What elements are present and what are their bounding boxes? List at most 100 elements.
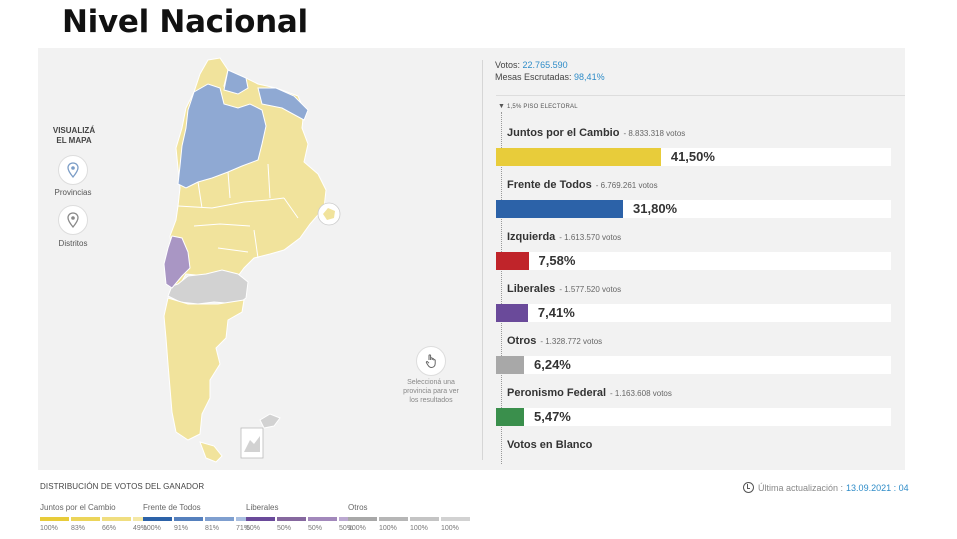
distribution-percent: 50%: [339, 525, 354, 532]
distritos-button[interactable]: [58, 205, 88, 235]
party-bar-track: 41,50%: [496, 148, 891, 166]
votos-label: Votos:: [495, 60, 521, 70]
clock-icon: [743, 482, 754, 493]
map-region-blue-northwest[interactable]: [177, 83, 267, 189]
party-bar-fill: [496, 200, 624, 218]
select-province-hint: Seleccioná una provincia para ver los re…: [403, 379, 459, 404]
distribution-title: DISTRIBUCIÓN DE VOTOS DEL GANADOR: [40, 482, 205, 491]
distribution-percent: 83%: [71, 525, 86, 532]
mesas-value: 98,41%: [574, 72, 605, 82]
distribution-swatch: [379, 517, 408, 521]
party-row[interactable]: Izquierda - 1.613.570 votos 7,58%: [496, 231, 891, 270]
party-name-text: Izquierda: [507, 231, 556, 243]
party-name-text: Peronismo Federal: [507, 387, 607, 399]
party-name-text: Otros: [507, 335, 537, 347]
party-bar-track: 7,58%: [496, 252, 891, 270]
select-province-button[interactable]: [416, 346, 446, 376]
map-region-blue-northeast[interactable]: [257, 87, 309, 121]
party-votes: - 1.577.520 votos: [559, 285, 622, 294]
distribution-swatch: [308, 517, 337, 521]
last-update-value: 13.09.2021 : 04: [846, 482, 909, 493]
party-row[interactable]: Votos en Blanco: [496, 439, 891, 451]
party-name: Juntos por el Cambio - 8.833.318 votos: [507, 127, 891, 139]
party-name: Peronismo Federal - 1.163.608 votos: [507, 387, 891, 399]
caba-shape: [323, 208, 335, 220]
distribution-percent: 50%: [277, 525, 292, 532]
distribution-swatch: [205, 517, 234, 521]
distribution-percent: 81%: [205, 525, 220, 532]
distritos-label: Distritos: [58, 239, 88, 248]
party-percentage: 5,47%: [534, 409, 571, 424]
party-bar-track: 5,47%: [496, 408, 891, 426]
map-region-purple[interactable]: [163, 235, 191, 289]
distribution-percent: 66%: [102, 525, 117, 532]
distribution-swatch: [174, 517, 203, 521]
party-bar-track: 7,41%: [496, 304, 891, 322]
distribution-swatch: [441, 517, 470, 521]
map-region-blue-north[interactable]: [223, 69, 249, 95]
party-row[interactable]: Frente de Todos - 6.769.261 votos 31,80%: [496, 179, 891, 218]
distribution-percent: 50%: [246, 525, 261, 532]
province-borders: [177, 163, 299, 259]
party-bar-fill: [496, 356, 524, 374]
distribution-swatch: [143, 517, 172, 521]
distribution-swatch: [348, 517, 377, 521]
party-name: Votos en Blanco: [507, 439, 891, 451]
map-pin-icon: [67, 212, 79, 228]
provincias-label: Provincias: [54, 188, 92, 197]
page-title: Nivel Nacional: [62, 4, 308, 40]
party-percentage: 41,50%: [670, 149, 715, 164]
threshold-marker-line: [501, 112, 502, 464]
distribution-swatch: [40, 517, 69, 521]
party-row[interactable]: Juntos por el Cambio - 8.833.318 votos 41,…: [496, 127, 891, 166]
mesas-label: Mesas Escrutadas:: [495, 72, 572, 82]
party-bar-track: 31,80%: [496, 200, 891, 218]
party-percentage: 7,58%: [538, 253, 576, 268]
vote-stats: Votos: 22.765.590 Mesas Escrutadas: 98,4…: [495, 59, 605, 83]
party-votes: - 6.769.261 votos: [595, 181, 658, 190]
threshold-label: ▼ 1,5% PISO ELECTORAL: [498, 103, 578, 110]
last-update-label: Última actualización :: [758, 482, 844, 493]
distribution-group-name: Frente de Todos: [143, 503, 201, 512]
distribution-percent: 50%: [308, 525, 323, 532]
party-votes: - 1.163.608 votos: [610, 389, 672, 398]
party-name: Otros - 1.328.772 votos: [507, 335, 891, 347]
party-name: Frente de Todos - 6.769.261 votos: [507, 179, 891, 191]
hand-pointer-icon: [425, 354, 436, 369]
party-percentage: 7,41%: [537, 305, 575, 320]
map-region-patagonia[interactable]: [163, 297, 245, 441]
party-votes: - 1.613.570 votos: [559, 233, 622, 242]
party-name-text: Liberales: [507, 283, 556, 295]
distribution-percent: 100%: [143, 525, 161, 532]
distribution-percent: 100%: [441, 525, 459, 532]
distribution-swatch: [410, 517, 439, 521]
last-update: Última actualización : 13.09.2021 : 04: [743, 482, 909, 493]
map-region-malvinas[interactable]: [259, 413, 281, 429]
party-bar-track: 6,24%: [496, 356, 891, 374]
party-percentage: 31,80%: [633, 201, 678, 216]
party-name-text: Juntos por el Cambio: [507, 127, 620, 139]
party-row[interactable]: Peronismo Federal - 1.163.608 votos 5,47%: [496, 387, 891, 426]
party-votes: - 1.328.772 votos: [540, 337, 603, 346]
party-row[interactable]: Liberales - 1.577.520 votos 7,41%: [496, 283, 891, 322]
threshold-divider: [496, 95, 905, 96]
party-name-text: Frente de Todos: [507, 179, 592, 191]
party-bar-fill: [496, 148, 661, 166]
distribution-percent: 100%: [410, 525, 428, 532]
provincias-button[interactable]: [58, 155, 88, 185]
distribution-swatch: [246, 517, 275, 521]
party-percentage: 6,24%: [534, 357, 571, 372]
map-region-tierra-del-fuego[interactable]: [199, 441, 223, 463]
party-bar-fill: [496, 252, 529, 270]
distribution-group: Otros 100% 100% 100% 100%: [348, 503, 470, 532]
party-row[interactable]: Otros - 1.328.772 votos 6,24%: [496, 335, 891, 374]
results-panel: VISUALIZÁ EL MAPA Provincias Distritos: [38, 48, 905, 470]
party-votes: - 8.833.318 votos: [623, 129, 686, 138]
party-name: Izquierda - 1.613.570 votos: [507, 231, 891, 243]
votos-value: 22.765.590: [522, 60, 568, 70]
visualiza-label: VISUALIZÁ EL MAPA: [52, 126, 96, 145]
distribution-percent: 100%: [40, 525, 58, 532]
antartida-shape: [244, 436, 260, 452]
argentina-map[interactable]: [158, 48, 398, 468]
party-bar-fill: [496, 408, 524, 426]
